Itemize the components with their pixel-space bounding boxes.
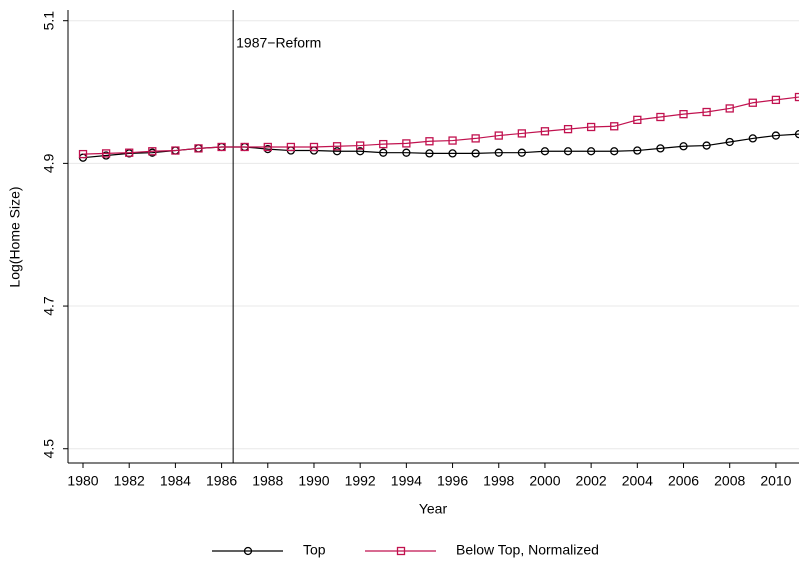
x-tick-label: 2006: [668, 473, 699, 489]
y-tick-label: 5.1: [41, 11, 57, 31]
legend-label: Top: [303, 542, 326, 558]
x-tick-label: 1996: [437, 473, 468, 489]
x-tick-label: 1986: [206, 473, 237, 489]
x-axis-label: Year: [419, 501, 448, 517]
x-tick-label: 1988: [252, 473, 283, 489]
y-axis-label: Log(Home Size): [7, 186, 23, 287]
x-tick-label: 2008: [714, 473, 745, 489]
x-tick-label: 1992: [345, 473, 376, 489]
legend-label: Below Top, Normalized: [456, 542, 599, 558]
y-tick-label: 4.9: [41, 153, 57, 173]
x-tick-label: 1994: [391, 473, 422, 489]
y-tick-label: 4.5: [41, 439, 57, 459]
series-line: [83, 134, 799, 158]
x-tick-label: 1984: [160, 473, 191, 489]
x-tick-label: 2004: [622, 473, 653, 489]
x-tick-label: 1980: [67, 473, 98, 489]
x-tick-label: 1982: [114, 473, 145, 489]
x-tick-label: 1998: [483, 473, 514, 489]
x-tick-label: 2000: [529, 473, 560, 489]
x-tick-label: 2002: [576, 473, 607, 489]
reference-label: 1987−Reform: [236, 35, 321, 51]
y-tick-label: 4.7: [41, 296, 57, 316]
x-tick-label: 2010: [760, 473, 791, 489]
x-tick-label: 1990: [298, 473, 329, 489]
